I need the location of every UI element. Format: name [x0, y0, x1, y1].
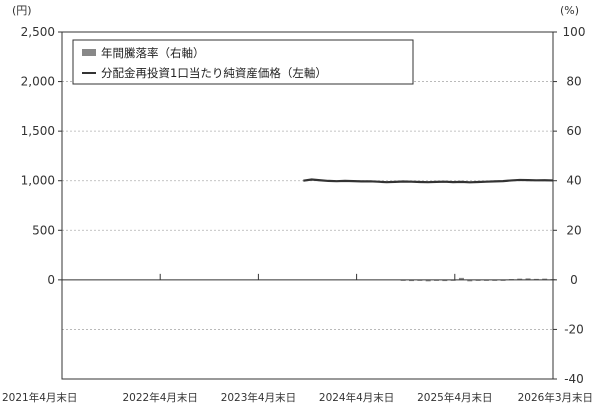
left-axis-unit: (円) [12, 4, 32, 17]
left-axis-ticks: 0 500 1,000 1,500 2,000 2,500 [21, 25, 62, 287]
bar-annual-return [542, 278, 548, 280]
bar-annual-return [458, 277, 464, 280]
x-tick-label: 2021年4月末日 [2, 391, 77, 404]
right-axis-unit: (%) [560, 4, 579, 17]
legend-label-nav: 分配金再投資1口当たり純資産価格（左軸） [101, 66, 327, 80]
right-tick-label: 100 [563, 25, 586, 39]
legend: 年間騰落率（右軸） 分配金再投資1口当たり純資産価格（左軸） [72, 39, 414, 85]
bar-annual-return [517, 278, 523, 280]
right-axis-ticks: -40 -20 0 20 40 60 80 100 [553, 25, 585, 386]
left-tick-label: 2,500 [21, 25, 55, 39]
right-tick-label: 60 [566, 124, 581, 138]
right-tick-label: 40 [566, 174, 581, 188]
x-tick-label: 2022年4月末日 [122, 391, 197, 404]
x-axis-labels: 2021年4月末日 2022年4月末日 2023年4月末日 2024年4月末日 2025… [2, 391, 593, 404]
bar-annual-return [467, 279, 473, 282]
x-tick-label: 2025年4月末日 [417, 391, 492, 404]
left-tick-label: 500 [32, 223, 55, 237]
legend-label-annual-return: 年間騰落率（右軸） [101, 46, 205, 60]
bar-annual-return [409, 279, 415, 282]
right-tick-label: 20 [566, 223, 581, 237]
bar-annual-return [525, 278, 531, 280]
bar-annual-return [442, 279, 448, 282]
legend-bar-swatch [82, 49, 96, 56]
right-tick-label: -40 [564, 372, 584, 386]
left-tick-label: 2,000 [21, 75, 55, 89]
x-tick-label: 2023年4月末日 [221, 391, 296, 404]
x-tick-label: 2024年4月末日 [319, 391, 394, 404]
line-nav-per-unit [303, 178, 554, 184]
x-tick-label: 2026年3月末日 [518, 391, 593, 404]
left-tick-label: 0 [47, 273, 55, 287]
plot-frame [61, 31, 554, 380]
legend-box [72, 39, 414, 85]
bar-annual-return [425, 279, 431, 282]
left-tick-label: 1,000 [21, 174, 55, 188]
left-tick-label: 1,500 [21, 124, 55, 138]
line-series [303, 178, 554, 184]
right-tick-label: -20 [564, 322, 584, 336]
x-tick-marks [159, 273, 456, 280]
right-tick-label: 80 [566, 75, 581, 89]
right-tick-label: 0 [570, 273, 578, 287]
